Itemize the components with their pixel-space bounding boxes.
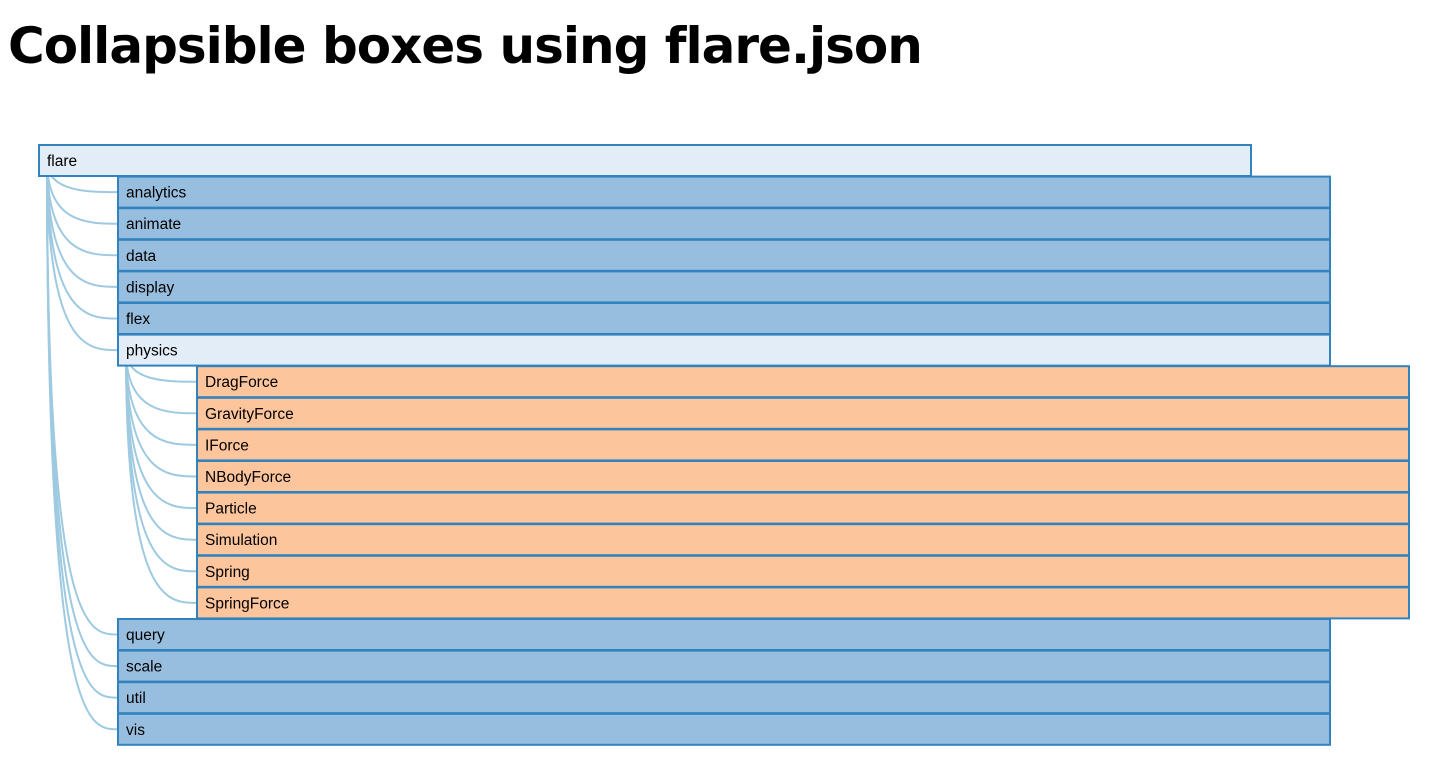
link-flare-vis — [46, 160, 119, 731]
node-label: NBodyForce — [205, 469, 291, 486]
node-label: display — [126, 279, 174, 296]
node-label: analytics — [126, 185, 187, 202]
tree-node-springforce[interactable]: SpringForce — [196, 586, 1410, 620]
tree-node-spring[interactable]: Spring — [196, 554, 1410, 588]
tree-node-vis[interactable]: vis — [117, 712, 1331, 746]
tree-node-flex[interactable]: flex — [117, 302, 1331, 335]
tree-node-util[interactable]: util — [117, 681, 1331, 715]
link-physics-particle — [125, 350, 198, 510]
node-label: IForce — [205, 437, 249, 454]
tree-node-physics[interactable]: physics — [117, 333, 1331, 367]
link-flare-flex — [46, 160, 119, 320]
tree-node-analytics[interactable]: analytics — [117, 175, 1331, 209]
tree-node-dragforce[interactable]: DragForce — [196, 365, 1410, 399]
node-box[interactable] — [117, 238, 1331, 272]
node-label: flare — [47, 153, 77, 170]
tree-node-query[interactable]: query — [117, 618, 1331, 651]
page-title: Collapsible boxes using flare.json — [8, 17, 923, 75]
node-box[interactable] — [196, 554, 1410, 588]
node-box[interactable] — [196, 396, 1410, 430]
tree-node-particle[interactable]: Particle — [196, 491, 1410, 525]
tree-node-data[interactable]: data — [117, 238, 1331, 272]
tree-node-simulation[interactable]: Simulation — [196, 523, 1410, 557]
node-label: SpringForce — [205, 595, 289, 612]
node-box[interactable] — [117, 207, 1331, 241]
tree-node-scale[interactable]: scale — [117, 649, 1331, 683]
node-label: data — [126, 248, 157, 265]
node-box[interactable] — [196, 428, 1410, 462]
nodes-layer: flare analytics animate data display flex phys… — [38, 144, 1410, 746]
node-box[interactable] — [196, 491, 1410, 525]
link-flare-physics — [46, 160, 119, 352]
link-flare-animate — [46, 160, 119, 225]
node-label: scale — [126, 659, 162, 676]
node-label: animate — [126, 216, 181, 233]
tree-node-flare[interactable]: flare — [38, 144, 1252, 177]
node-box[interactable] — [117, 618, 1331, 651]
node-label: Spring — [205, 564, 250, 581]
node-label: Simulation — [205, 532, 277, 549]
tree-node-gravityforce[interactable]: GravityForce — [196, 396, 1410, 430]
node-box[interactable] — [117, 681, 1331, 715]
link-flare-query — [46, 160, 119, 636]
tree-node-nbodyforce[interactable]: NBodyForce — [196, 460, 1410, 493]
tree-node-animate[interactable]: animate — [117, 207, 1331, 241]
link-physics-springforce — [125, 350, 198, 604]
node-box[interactable] — [117, 302, 1331, 335]
link-flare-util — [46, 160, 119, 699]
node-box[interactable] — [117, 333, 1331, 367]
node-box[interactable] — [196, 586, 1410, 620]
node-box[interactable] — [38, 144, 1252, 177]
node-box[interactable] — [196, 523, 1410, 557]
link-physics-gravityforce — [125, 350, 198, 415]
node-label: query — [126, 627, 165, 644]
node-label: GravityForce — [205, 406, 294, 423]
tree-node-iforce[interactable]: IForce — [196, 428, 1410, 462]
node-box[interactable] — [196, 365, 1410, 399]
node-box[interactable] — [117, 712, 1331, 746]
node-label: DragForce — [205, 374, 278, 391]
node-box[interactable] — [196, 460, 1410, 493]
links-layer — [46, 160, 198, 731]
node-label: physics — [126, 343, 178, 360]
link-flare-scale — [46, 160, 119, 668]
node-box[interactable] — [117, 270, 1331, 304]
node-label: vis — [126, 722, 145, 739]
node-label: flex — [126, 311, 150, 328]
node-label: Particle — [205, 501, 257, 518]
node-box[interactable] — [117, 175, 1331, 209]
node-label: util — [126, 690, 146, 707]
node-box[interactable] — [117, 649, 1331, 683]
tree-node-display[interactable]: display — [117, 270, 1331, 304]
